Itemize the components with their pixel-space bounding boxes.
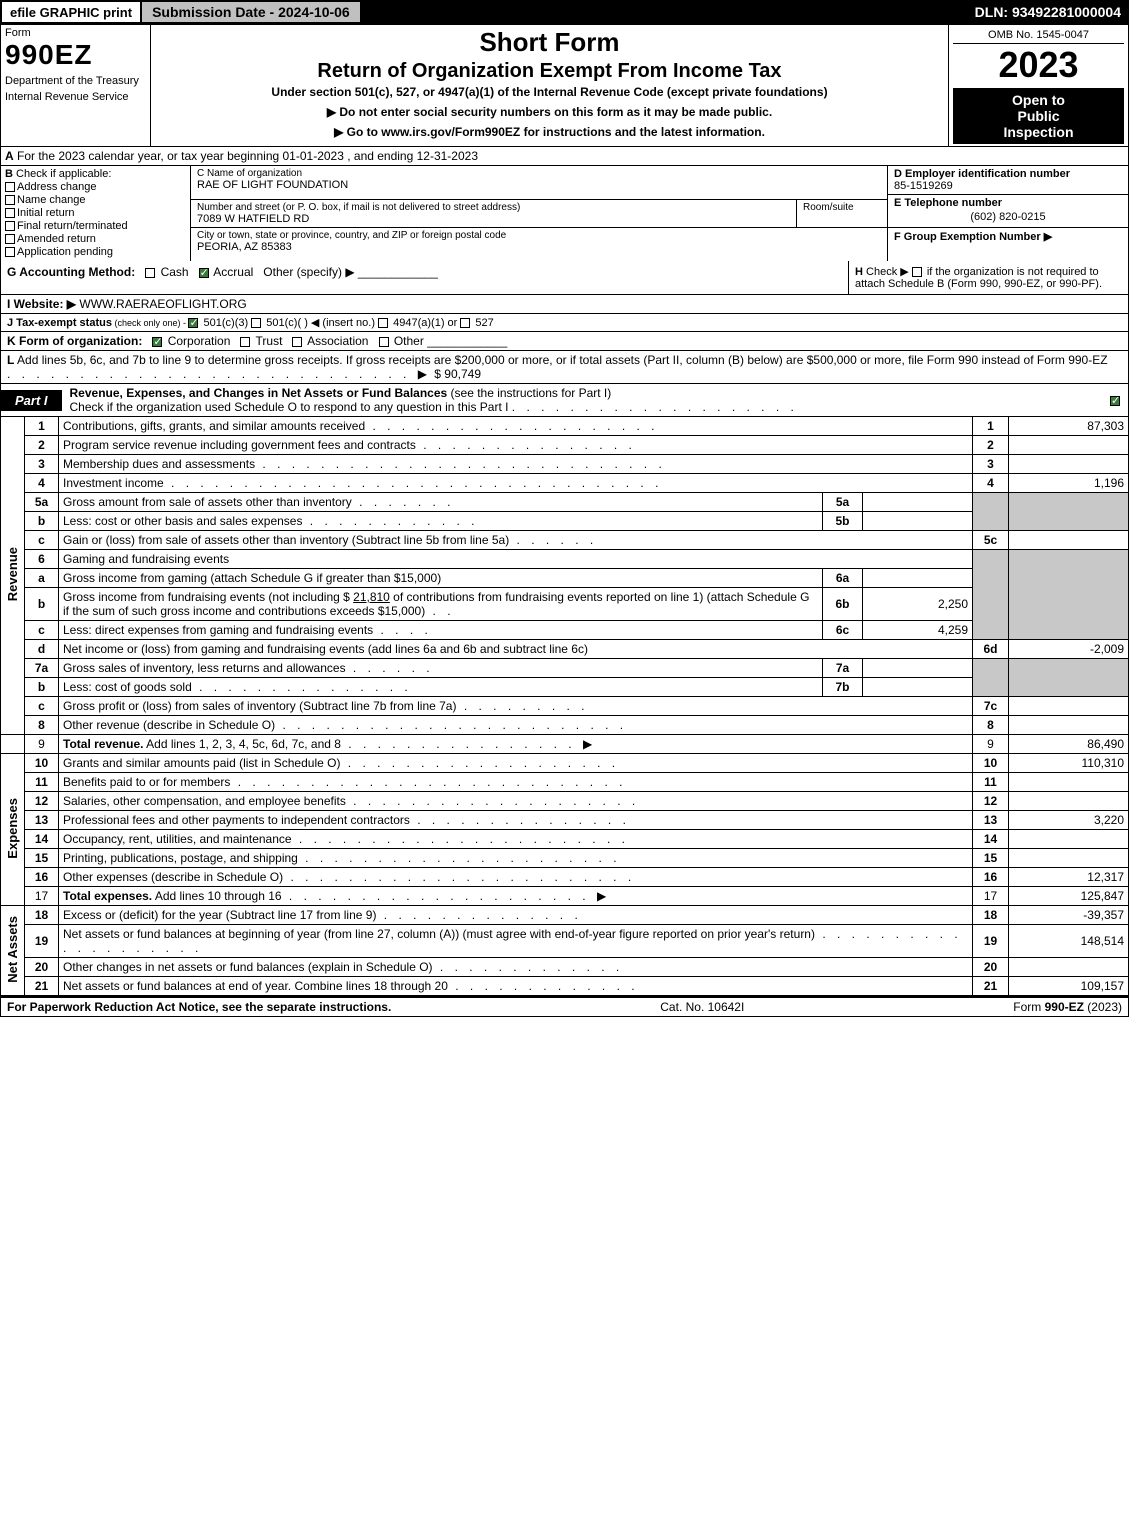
street-value: 7089 W HATFIELD RD <box>197 213 790 225</box>
short-form-title: Short Form <box>155 27 944 58</box>
org-name-value: RAE OF LIGHT FOUNDATION <box>197 179 881 191</box>
city-label: City or town, state or province, country… <box>197 230 881 241</box>
checkbox-other-org[interactable] <box>379 337 389 347</box>
line6c-amount: 4,259 <box>863 621 973 640</box>
line1-amount: 87,303 <box>1009 417 1129 436</box>
checkbox-address-change[interactable] <box>5 182 15 192</box>
checkbox-name-change[interactable] <box>5 195 15 205</box>
info-grid: B Check if applicable: Address change Na… <box>0 166 1129 261</box>
org-name-label: C Name of organization <box>197 168 881 179</box>
irs-link[interactable]: www.irs.gov/Form990EZ <box>381 125 520 139</box>
net-assets-label: Net Assets <box>5 916 20 983</box>
dept-treasury: Department of the Treasury <box>5 75 146 87</box>
col-c-org-info: C Name of organization RAE OF LIGHT FOUN… <box>191 166 888 261</box>
omb-number: OMB No. 1545-0047 <box>953 27 1124 44</box>
row-j-tax-exempt: J Tax-exempt status (check only one) - 5… <box>0 314 1129 332</box>
website-link[interactable]: WWW.RAERAEOFLIGHT.ORG <box>79 297 246 311</box>
efile-print-button[interactable]: efile GRAPHIC print <box>2 2 140 22</box>
topbar-left: efile GRAPHIC print Submission Date - 20… <box>2 2 360 22</box>
part1-header: Part I Revenue, Expenses, and Changes in… <box>0 384 1129 417</box>
checkbox-association[interactable] <box>292 337 302 347</box>
checkbox-501c[interactable] <box>251 318 261 328</box>
room-label: Room/suite <box>803 202 881 213</box>
checkbox-527[interactable] <box>460 318 470 328</box>
part1-check-line: Check if the organization used Schedule … <box>70 400 509 414</box>
group-exemption-label: F Group Exemption Number ▶ <box>894 230 1122 243</box>
row-l-gross-receipts: L Add lines 5b, 6c, and 7b to line 9 to … <box>0 351 1129 384</box>
checkbox-trust[interactable] <box>240 337 250 347</box>
checkbox-501c3[interactable] <box>188 318 198 328</box>
line4-amount: 1,196 <box>1009 474 1129 493</box>
street-label: Number and street (or P. O. box, if mail… <box>197 202 790 213</box>
row-k-form-of-org: K Form of organization: Corporation Trus… <box>0 332 1129 351</box>
form-label: Form <box>5 27 146 39</box>
line-a: A For the 2023 calendar year, or tax yea… <box>0 147 1129 166</box>
line19-amount: 148,514 <box>1009 925 1129 958</box>
part1-title: Revenue, Expenses, and Changes in Net As… <box>70 386 448 400</box>
checkbox-corporation[interactable] <box>152 337 162 347</box>
col-d-ein: D Employer identification number 85-1519… <box>888 166 1128 261</box>
top-bar: efile GRAPHIC print Submission Date - 20… <box>0 0 1129 24</box>
accounting-method-label: G Accounting Method: <box>7 265 135 279</box>
checkbox-schedule-b-not-required[interactable] <box>912 267 922 277</box>
open-to-public-box: Open to Public Inspection <box>953 88 1124 144</box>
checkbox-accrual[interactable] <box>199 268 209 278</box>
part1-tab: Part I <box>1 390 62 411</box>
line16-amount: 12,317 <box>1009 868 1129 887</box>
telephone-label: E Telephone number <box>894 197 1122 209</box>
page-footer: For Paperwork Reduction Act Notice, see … <box>0 996 1129 1017</box>
revenue-label: Revenue <box>5 547 20 601</box>
gross-receipts-amount: $ 90,749 <box>434 367 481 381</box>
form-number: 990EZ <box>5 39 146 71</box>
checkbox-cash[interactable] <box>145 268 155 278</box>
line17-amount: 125,847 <box>1009 887 1129 906</box>
checkbox-application-pending[interactable] <box>5 247 15 257</box>
telephone-value: (602) 820-0215 <box>894 209 1122 225</box>
part1-lines-table: Revenue 1 Contributions, gifts, grants, … <box>0 417 1129 996</box>
line18-amount: -39,357 <box>1009 906 1129 925</box>
tax-year: 2023 <box>953 44 1124 86</box>
ssn-warning: ▶ Do not enter social security numbers o… <box>155 105 944 119</box>
dept-irs: Internal Revenue Service <box>5 91 146 103</box>
line21-amount: 109,157 <box>1009 977 1129 996</box>
line9-amount: 86,490 <box>1009 735 1129 754</box>
dln-label: DLN: 93492281000004 <box>975 4 1127 20</box>
submission-date-label: Submission Date - 2024-10-06 <box>140 2 360 22</box>
under-section: Under section 501(c), 527, or 4947(a)(1)… <box>155 85 944 99</box>
checkbox-schedule-o-part1[interactable] <box>1110 396 1120 406</box>
col-b-checkboxes: B Check if applicable: Address change Na… <box>1 166 191 261</box>
ein-label: D Employer identification number <box>894 168 1122 180</box>
row-i-website: I Website: ▶ WWW.RAERAEOFLIGHT.ORG <box>0 295 1129 314</box>
form-footer-label: Form 990-EZ (2023) <box>1013 1000 1122 1014</box>
row-gh: G Accounting Method: Cash Accrual Other … <box>0 261 1129 295</box>
city-value: PEORIA, AZ 85383 <box>197 241 881 253</box>
line6b-amount: 2,250 <box>863 588 973 621</box>
goto-line: ▶ Go to www.irs.gov/Form990EZ for instru… <box>155 125 944 139</box>
catalog-number: Cat. No. 10642I <box>660 1000 744 1014</box>
checkbox-4947a1[interactable] <box>378 318 388 328</box>
ein-value: 85-1519269 <box>894 180 1122 192</box>
line6d-amount: -2,009 <box>1009 640 1129 659</box>
paperwork-notice: For Paperwork Reduction Act Notice, see … <box>7 1000 391 1014</box>
line13-amount: 3,220 <box>1009 811 1129 830</box>
form-header: Form 990EZ Department of the Treasury In… <box>0 24 1129 147</box>
checkbox-final-return[interactable] <box>5 221 15 231</box>
checkbox-initial-return[interactable] <box>5 208 15 218</box>
expenses-label: Expenses <box>5 798 20 859</box>
checkbox-amended-return[interactable] <box>5 234 15 244</box>
return-title: Return of Organization Exempt From Incom… <box>155 60 944 83</box>
line10-amount: 110,310 <box>1009 754 1129 773</box>
